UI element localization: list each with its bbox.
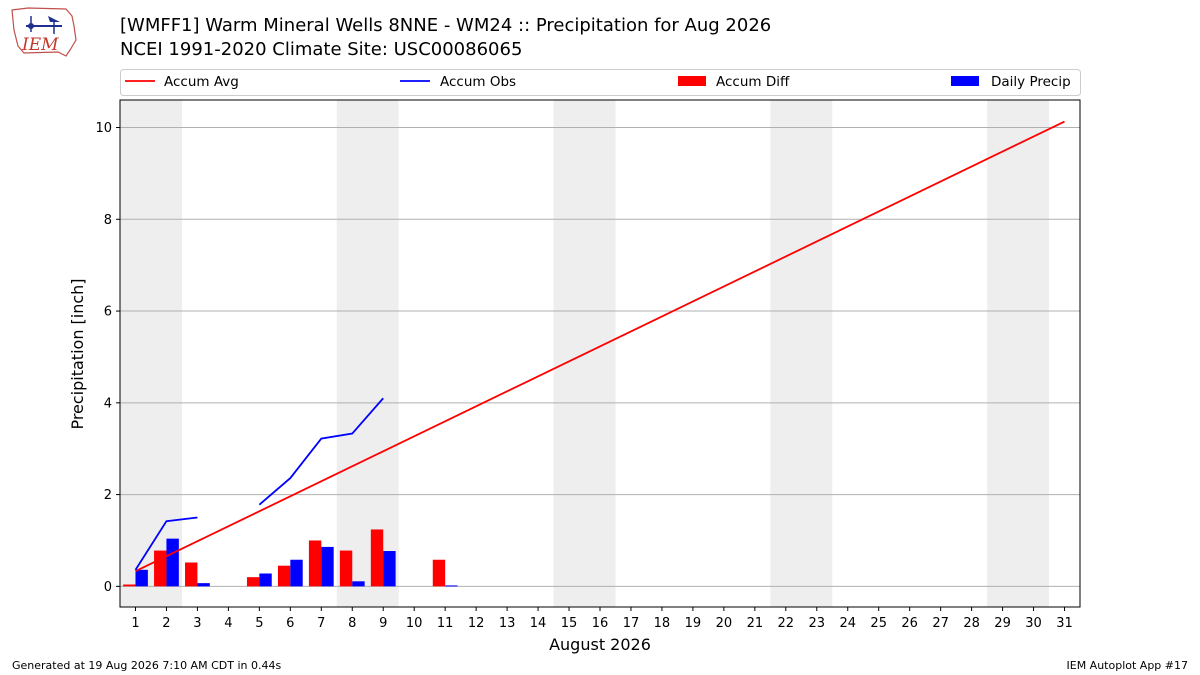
daily-precip-bar <box>290 559 303 587</box>
accum-diff-bar <box>432 559 446 587</box>
plot-area: 1 2 3 4 5 6 7 8 9 10 11 12 13 14 15 16 17 18 19 20 21 22 23 24 2… <box>95 99 1081 631</box>
y-tick-label: 6 <box>104 305 112 320</box>
accum-avg-line <box>135 120 1065 573</box>
logo-text: IEM <box>21 35 59 55</box>
x-tick-label: 10 <box>406 616 423 631</box>
x-tick-label: 9 <box>379 616 387 631</box>
y-axis-label: Precipitation [inch] <box>68 278 87 429</box>
accum-diff-bar <box>277 565 291 587</box>
accum-obs-line <box>134 516 198 571</box>
x-tick-label: 25 <box>870 616 887 631</box>
x-tick-label: 29 <box>994 616 1011 631</box>
x-tick-label: 16 <box>592 616 609 631</box>
daily_precip-legend-key <box>951 76 979 86</box>
accum-diff-bar <box>246 577 260 587</box>
x-tick-label: 31 <box>1056 616 1073 631</box>
weekend-shade <box>770 100 833 607</box>
iem-logo: IEM <box>11 7 77 57</box>
weekend-shade <box>336 100 399 607</box>
accum-diff-bar <box>154 550 167 587</box>
x-tick-label: 1 <box>131 616 139 631</box>
x-tick-label: 27 <box>932 616 949 631</box>
x-tick-label: 4 <box>224 616 232 631</box>
chart-subtitle: NCEI 1991-2020 Climate Site: USC00086065 <box>120 39 522 60</box>
x-tick-label: 2 <box>162 616 170 631</box>
accum_diff-legend-key <box>678 76 706 86</box>
accum_avg-legend-label: Accum Avg <box>164 74 239 90</box>
y-tick-label: 8 <box>104 213 112 228</box>
x-tick-label: 7 <box>317 616 325 631</box>
daily-precip-bar <box>352 581 365 587</box>
legend-box <box>120 69 1081 96</box>
x-tick-label: 26 <box>901 616 918 631</box>
legend: Accum Avg Accum Obs Accum Diff Daily Precip <box>120 69 1081 96</box>
x-tick-label: 23 <box>809 616 826 631</box>
y-tick-label: 10 <box>95 121 112 136</box>
generated-note: Generated at 19 Aug 2026 7:10 AM CDT in … <box>12 659 281 672</box>
x-tick-label: 12 <box>468 616 485 631</box>
x-tick-label: 13 <box>499 616 516 631</box>
daily-precip-bar <box>197 583 210 587</box>
x-tick-label: 3 <box>193 616 201 631</box>
accum-diff-bar <box>123 584 136 587</box>
x-tick-label: 17 <box>623 616 640 631</box>
x-tick-label: 20 <box>716 616 733 631</box>
accum-obs-line <box>258 397 384 506</box>
accum-diff-bar <box>185 562 198 587</box>
daily-precip-bar <box>135 569 148 587</box>
x-tick-label: 15 <box>561 616 578 631</box>
daily-precip-bar <box>259 573 272 587</box>
daily_precip-legend-label: Daily Precip <box>991 74 1071 90</box>
accum-diff-bar <box>339 550 353 587</box>
daily-precip-bar <box>445 585 458 587</box>
accum-diff-bar <box>370 529 384 587</box>
y-tick-label: 0 <box>104 580 112 595</box>
weekend-shade <box>120 100 182 607</box>
accum_diff-legend-label: Accum Diff <box>716 74 790 90</box>
x-tick-label: 18 <box>654 616 671 631</box>
daily-precip-bar <box>166 538 179 587</box>
x-axis-label: August 2026 <box>549 635 651 654</box>
weekend-shade <box>987 100 1050 607</box>
x-tick-label: 30 <box>1025 616 1042 631</box>
x-tick-label: 11 <box>437 616 454 631</box>
daily-precip-bar <box>383 551 396 587</box>
x-tick-label: 22 <box>778 616 795 631</box>
y-tick-label: 2 <box>104 488 112 503</box>
x-tick-label: 6 <box>286 616 294 631</box>
x-tick-label: 24 <box>839 616 856 631</box>
accum-diff-bar <box>308 540 322 587</box>
x-tick-label: 14 <box>530 616 547 631</box>
x-tick-label: 21 <box>747 616 764 631</box>
y-tick-label: 4 <box>104 396 112 411</box>
x-tick-label: 5 <box>255 616 263 631</box>
x-tick-label: 8 <box>348 616 356 631</box>
x-tick-label: 19 <box>685 616 702 631</box>
accum_obs-legend-label: Accum Obs <box>440 74 516 90</box>
chart-title: [WMFF1] Warm Mineral Wells 8NNE - WM24 :… <box>120 15 771 36</box>
app-note: IEM Autoplot App #17 <box>1067 659 1189 672</box>
daily-precip-bar <box>321 546 334 587</box>
x-tick-label: 28 <box>963 616 980 631</box>
